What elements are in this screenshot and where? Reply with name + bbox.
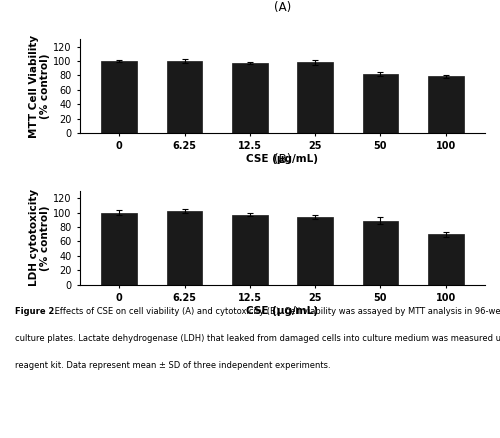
Text: reagent kit. Data represent mean ± SD of three independent experiments.: reagent kit. Data represent mean ± SD of…: [15, 361, 330, 370]
Y-axis label: LDH cytotoxicity
(% control): LDH cytotoxicity (% control): [29, 189, 50, 286]
Bar: [101, 61, 137, 133]
Text: (B): (B): [274, 153, 291, 166]
Text: (A): (A): [274, 1, 291, 14]
Bar: [166, 211, 202, 285]
Bar: [232, 215, 268, 285]
Bar: [428, 76, 464, 133]
Bar: [362, 74, 398, 133]
Y-axis label: MTT Cell Viability
(% control): MTT Cell Viability (% control): [29, 35, 50, 138]
Bar: [101, 213, 137, 285]
Text: culture plates. Lactate dehydrogenase (LDH) that leaked from damaged cells into : culture plates. Lactate dehydrogenase (L…: [15, 334, 500, 343]
X-axis label: CSE (μg/mL): CSE (μg/mL): [246, 154, 318, 164]
Bar: [166, 61, 202, 133]
Bar: [362, 221, 398, 285]
Text: Figure 2.: Figure 2.: [15, 307, 58, 316]
Bar: [232, 63, 268, 133]
Bar: [428, 234, 464, 285]
Text: Effects of CSE on cell viability (A) and cytotoxicity (B). Cell viability was as: Effects of CSE on cell viability (A) and…: [52, 307, 500, 316]
Bar: [297, 63, 333, 133]
Bar: [297, 217, 333, 285]
X-axis label: CSE (μg/mL): CSE (μg/mL): [246, 306, 318, 316]
